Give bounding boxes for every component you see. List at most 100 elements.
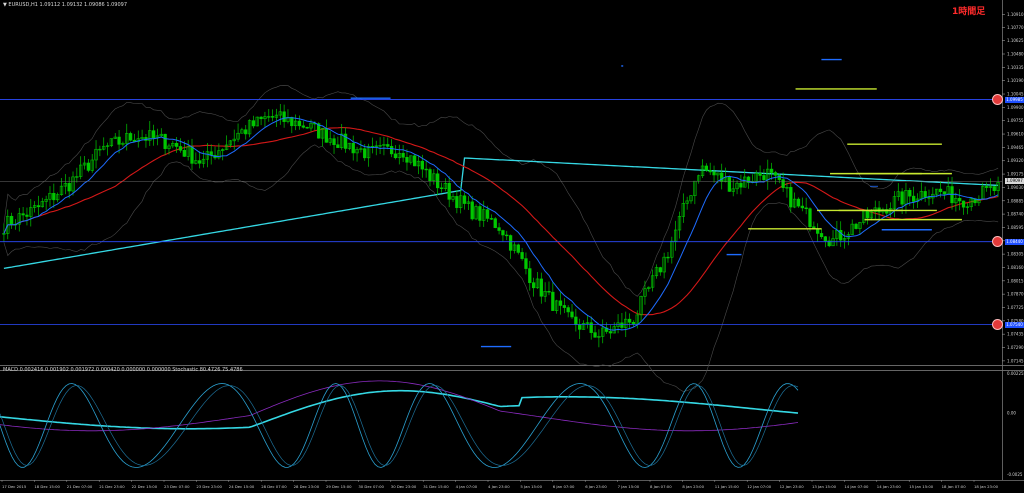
candle-body [865,210,870,219]
candle-body [493,218,497,228]
candle-body [251,120,256,127]
indicator-info: MACD 0.002416 0.001902 0.001972 0.000420… [3,367,243,373]
x-tick-label: 23 Dec 07:00 [164,484,190,489]
candle-body [71,176,75,192]
candle-body [885,209,889,214]
level-price-tag: 1.08440 [1005,238,1024,245]
y-tick-label: 1.07435 [1007,332,1024,337]
candle-body [716,172,720,176]
candle-body [263,116,267,120]
candle-body [700,165,705,177]
candle-body [531,282,536,289]
candle-body [343,133,348,149]
candle-body [409,155,413,163]
candle-body [923,191,927,198]
candle-body [654,267,659,277]
candle-body [255,116,259,127]
candle-body [405,156,409,163]
candle-body [969,198,973,208]
candle-body [958,197,962,202]
candle-body [528,268,532,283]
ma-slow-line [3,157,999,270]
levels-layer [0,99,1002,325]
candle-body [555,300,559,311]
x-tick-label: 17 Dec 2015 [2,484,27,489]
candle-body [90,159,94,171]
candle-body [581,323,586,330]
candle-body [171,142,175,147]
candle-body [102,145,106,150]
x-tick-label: 30 Dec 07:00 [358,484,384,489]
y-tick-label: 1.08305 [1007,252,1024,257]
candle-body [386,144,390,147]
level-badge-icon[interactable] [992,318,1003,330]
candle-body [282,111,286,122]
candle-body [570,311,574,318]
candle-body [508,235,513,251]
candle-body [351,142,355,154]
ma-fast-line [3,117,999,331]
candle-body [29,207,33,217]
y-tick-label: 1.10190 [1007,78,1024,83]
candle-body [708,170,712,173]
y-tick-label: 1.07725 [1007,305,1024,310]
candle-body [869,211,874,219]
x-axis: 17 Dec 2015 18 Dec 15:00 21 Dec 07:00 21 De… [1,480,999,489]
candle-body [608,331,613,334]
y-tick-label: 1.07290 [1007,345,1024,350]
candle-body [800,205,804,209]
candle-body [896,191,900,197]
y-tick-label: 1.07580 [1007,318,1024,323]
x-tick-label: 23 Dec 23:00 [196,484,222,489]
y-tick-label: 1.10625 [1007,38,1024,43]
x-tick-label: 30 Dec 23:00 [391,484,417,489]
candle-body [908,190,912,197]
level-price-tag: 1.09985 [1005,96,1024,103]
candle-body [647,286,651,289]
candle-body [593,332,597,338]
candle-body [236,132,240,140]
x-tick-label: 6 Jan 23:00 [585,484,607,489]
candle-body [792,198,797,208]
candle-body [769,168,774,173]
candle-body [359,148,363,150]
candle-body [643,288,647,297]
candle-body [317,123,321,139]
candle-body [297,120,302,127]
symbol-info: ▼ EURUSD,H1 1.09112 1.09132 1.09086 1.09… [3,2,128,8]
level-badge-icon[interactable] [992,235,1003,247]
y-tick-label: 1.10480 [1007,52,1024,57]
upper-band [3,85,999,297]
candle-body [455,196,459,208]
candle-body [428,169,432,182]
candle-body [182,149,186,157]
x-tick-label: 14 Jan 07:00 [844,484,869,489]
candle-body [59,185,64,195]
candle-body [512,244,517,251]
candle-body [727,177,732,192]
candle-body [40,201,44,208]
candle-body [911,195,916,202]
candle-body [175,142,179,147]
x-tick-label: 8 Jan 07:00 [650,484,672,489]
candle-body [662,256,666,273]
candle-body [585,322,590,324]
y-tick-label: 1.10770 [1007,25,1024,30]
candle-body [762,175,766,181]
candle-body [831,238,835,247]
x-tick-label: 6 Jan 07:00 [553,484,575,489]
x-tick-label: 7 Jan 15:00 [618,484,640,489]
candle-body [25,214,29,217]
candle-body [52,192,56,201]
candle-body [927,197,931,199]
y-tick-label: 1.09900 [1007,105,1024,110]
candle-body [543,291,547,297]
candle-body [340,133,344,148]
candle-body [443,182,447,190]
candle-body [743,176,747,188]
ma-slow-layer [3,157,999,270]
level-badge-icon[interactable] [992,93,1003,105]
candle-body [148,130,152,141]
candles-layer [2,103,1000,348]
